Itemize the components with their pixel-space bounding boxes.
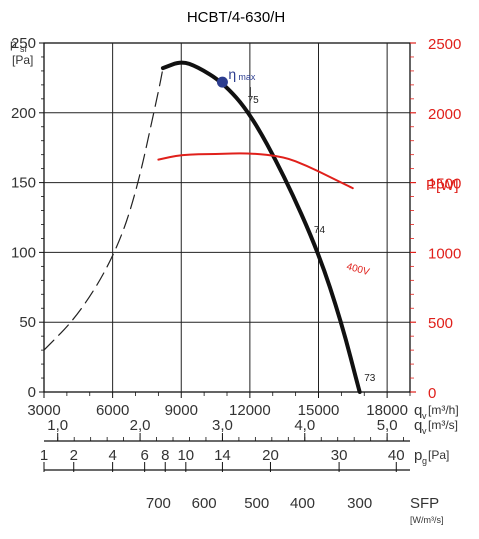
scale-pg-label: 4 (108, 447, 116, 464)
scale-sfp-title: SFP (410, 495, 439, 512)
scale-sfp-unit: [W/m³/s] (410, 515, 444, 525)
y2-tick-label: 2000 (428, 106, 461, 123)
x-tick-label: 6000 (96, 402, 129, 419)
secondary-scales: 1,0 2,0 3,0 4,0 5,0 q v [m³/s] 1 2 4 6 8 10 14 20 30 40 p g… (40, 417, 458, 525)
x-tick-label: 3000 (27, 402, 60, 419)
y2-tick-label: 0 (428, 385, 436, 402)
x-tick-label: 9000 (165, 402, 198, 419)
x-tick-label: 15000 (298, 402, 340, 419)
scale-sfp-label: 500 (244, 495, 269, 512)
y2-tick-label: 1000 (428, 245, 461, 262)
scale-pg-label: 6 (140, 447, 148, 464)
scale-pg-label: 8 (161, 447, 169, 464)
x-tick-label: 12000 (229, 402, 271, 419)
y-axis-label: p (10, 37, 17, 51)
series-pressure-dashed (43, 67, 164, 351)
scale-pg-title: p (414, 447, 422, 464)
scale-flow-m3s-label: 5,0 (377, 417, 398, 434)
scale-pg-label: 1 (40, 447, 48, 464)
scale-pg-label: 10 (177, 447, 194, 464)
scale-pg-label: 20 (262, 447, 279, 464)
y-tick-label: 50 (19, 314, 36, 331)
y-tick-label: 250 (11, 35, 36, 52)
scale-pg-label: 40 (388, 447, 405, 464)
y-tick-label: 150 (11, 175, 36, 192)
y-axis-label-sub: sf (20, 44, 28, 54)
annotation-label: 73 (364, 373, 376, 384)
scale-sfp-label: 700 (146, 495, 171, 512)
series-pressure (160, 60, 362, 394)
scale-flow-m3s-label: 2,0 (130, 417, 151, 434)
scale-pg-unit: [Pa] (428, 448, 449, 462)
x-axis-label-sub: v (422, 411, 427, 421)
y-axis-unit: [Pa] (12, 53, 33, 67)
scale-sfp-label: 400 (290, 495, 315, 512)
x-tick-label: 18000 (366, 402, 408, 419)
plot-frame (43, 42, 411, 393)
series (43, 60, 362, 394)
scale-sfp-label: 300 (347, 495, 372, 512)
eta-label: η (228, 66, 236, 82)
y2-axis-label: P[W] (426, 177, 459, 194)
annotation-label: 400V (345, 261, 371, 278)
eta-label-sub: max (238, 72, 256, 82)
scale-sfp-label: 600 (192, 495, 217, 512)
y2-tick-label: 1500 (428, 176, 461, 193)
scale-pg-label: 2 (70, 447, 78, 464)
annotation-label: 75 (248, 95, 260, 106)
grid (43, 42, 411, 393)
eta-max-marker (216, 76, 228, 88)
scale-flow-m3s-label: 1,0 (47, 417, 68, 434)
chart-title: HCBT/4-630/H (187, 9, 285, 26)
annotation-label: 74 (314, 225, 326, 236)
y-tick-label: 0 (28, 384, 36, 401)
y-tick-label: 100 (11, 244, 36, 261)
y-tick-label: 200 (11, 105, 36, 122)
scale-flow-m3s-title-sub: v (422, 426, 427, 436)
series-power (157, 152, 354, 190)
scale-flow-m3s-label: 3,0 (212, 417, 233, 434)
scale-pg-label: 14 (214, 447, 231, 464)
scale-pg-title-sub: g (422, 456, 427, 466)
scale-pg-label: 30 (331, 447, 348, 464)
scale-flow-m3s-title: q (414, 417, 422, 434)
x-axis-label: q (414, 402, 422, 419)
scale-flow-m3s-label: 4,0 (294, 417, 315, 434)
x-axis-unit: [m³/h] (428, 403, 459, 417)
scale-flow-m3s-unit: [m³/s] (428, 418, 458, 432)
y2-tick-label: 500 (428, 315, 453, 332)
annotations: η max 75 74 73 400V (216, 66, 376, 384)
y2-tick-label: 2500 (428, 36, 461, 53)
